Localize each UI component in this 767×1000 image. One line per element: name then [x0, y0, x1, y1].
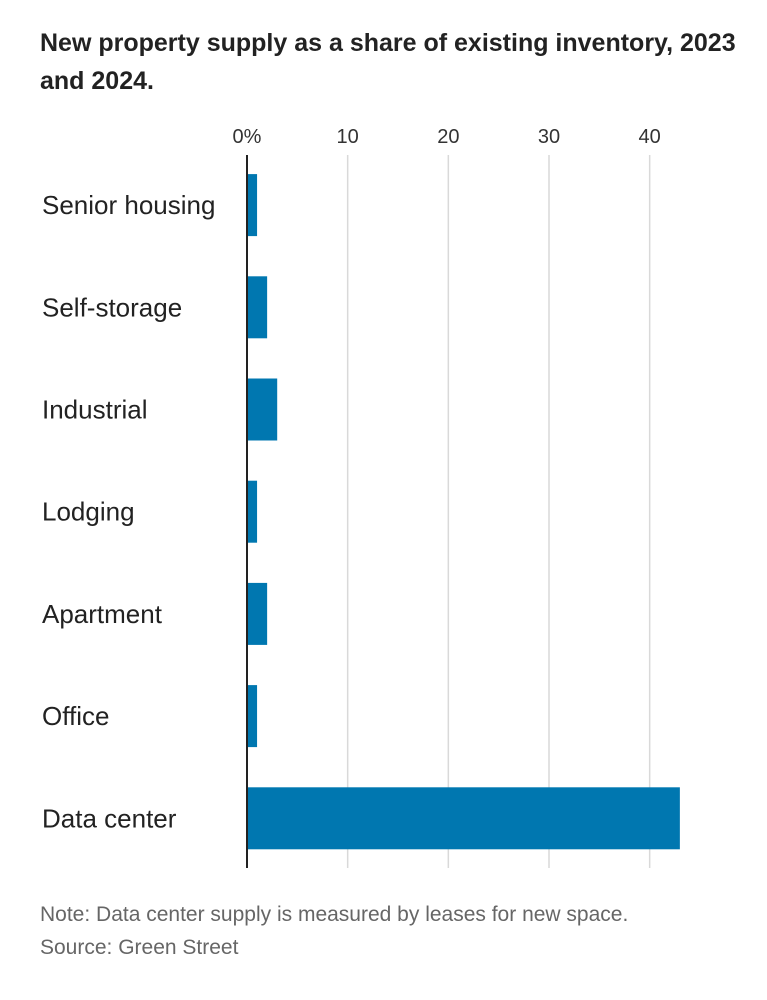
category-label: Data center — [42, 803, 177, 833]
x-axis-ticks: 0% 10 20 30 40 — [233, 126, 661, 148]
footnotes: Note: Data center supply is measured by … — [40, 898, 700, 964]
bar — [247, 582, 268, 645]
bar — [247, 174, 258, 237]
category-label: Apartment — [42, 599, 163, 629]
category-label: Senior housing — [42, 190, 215, 220]
bar — [247, 685, 258, 748]
source-text: Source: Green Street — [40, 936, 239, 959]
bar — [247, 787, 680, 850]
bar-chart: 0% 10 20 30 40 Senior housing Self-storage Ind… — [42, 126, 680, 868]
bar — [247, 378, 278, 441]
bar — [247, 480, 258, 543]
x-tick-label: 40 — [639, 126, 661, 148]
x-tick-label: 0% — [233, 126, 262, 148]
bar — [247, 276, 268, 339]
note-text: Note: Data center supply is measured by … — [40, 903, 629, 926]
x-tick-label: 10 — [337, 126, 359, 148]
gridlines — [346, 155, 651, 868]
category-label: Lodging — [42, 497, 135, 527]
x-tick-label: 30 — [538, 126, 560, 148]
category-label: Industrial — [42, 395, 148, 425]
category-labels: Senior housing Self-storage Industrial Lodg… — [42, 190, 215, 833]
bars — [247, 174, 680, 850]
x-tick-label: 20 — [437, 126, 459, 148]
chart-title: New property supply as a share of existi… — [40, 29, 736, 95]
category-label: Office — [42, 701, 109, 731]
category-label: Self-storage — [42, 292, 182, 322]
